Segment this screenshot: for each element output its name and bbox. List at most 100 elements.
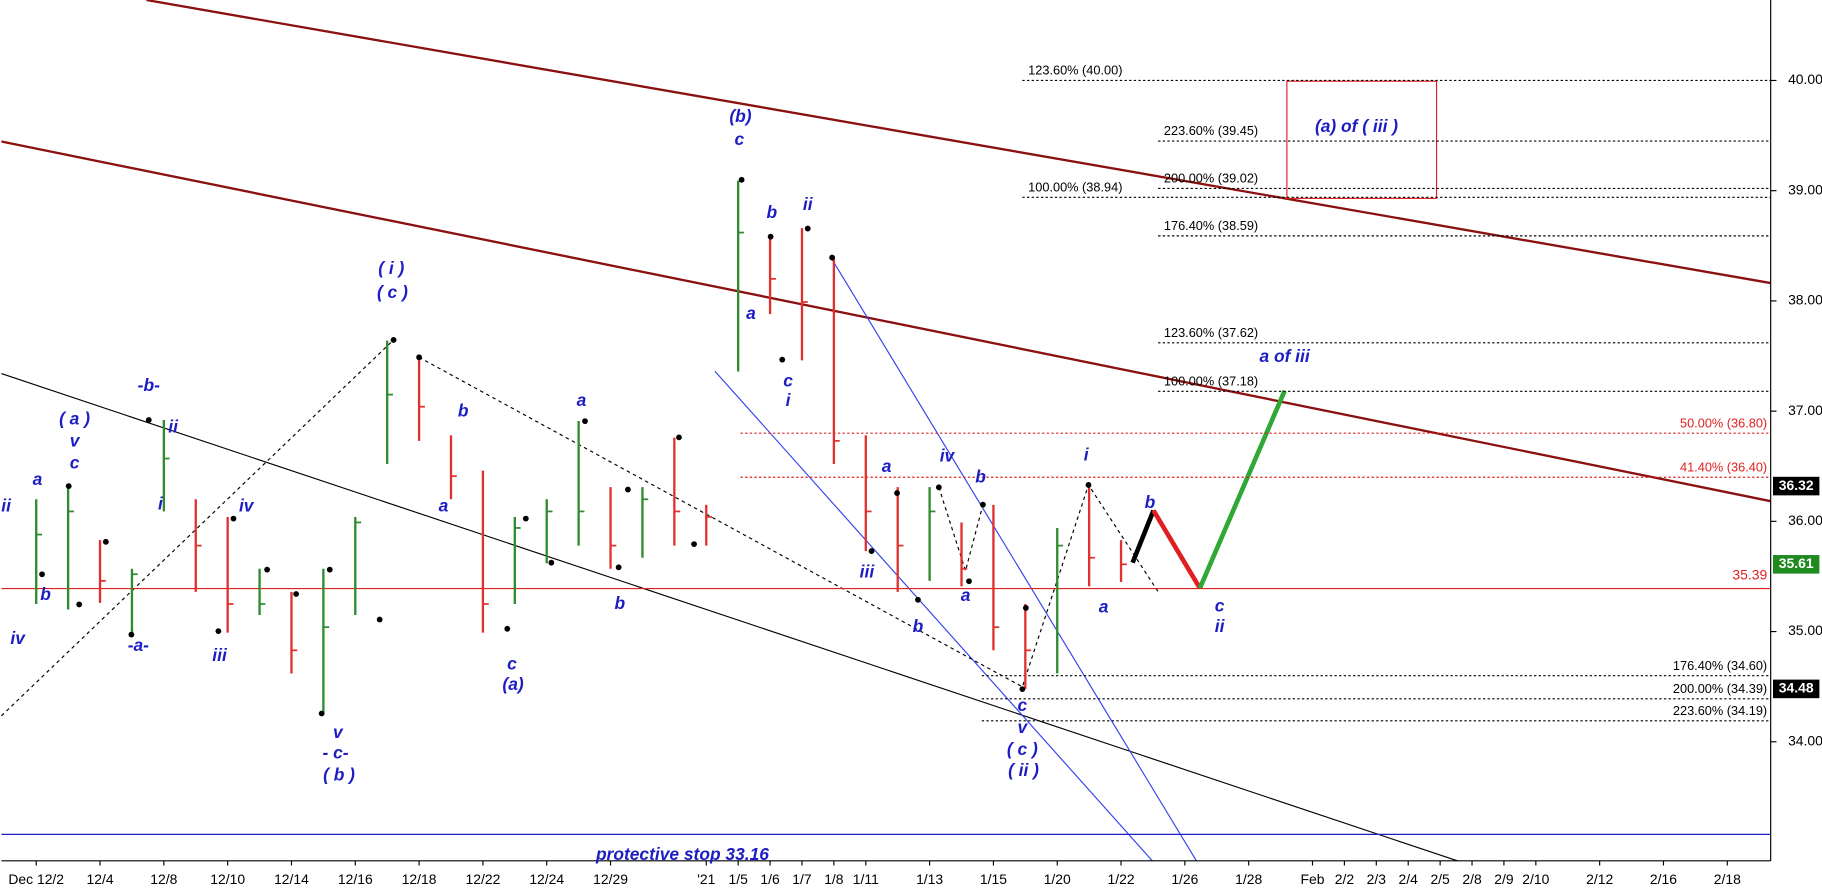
pivot-dot	[804, 225, 811, 232]
x-tick-label: 12/24	[529, 871, 564, 887]
pivot-dot	[1085, 482, 1092, 488]
wave-label: ( a )	[59, 409, 90, 429]
x-tick-label: 1/26	[1171, 871, 1198, 887]
x-tick-label: 1/11	[853, 871, 879, 887]
pivot-dot	[738, 176, 745, 183]
y-tick-label: 35.00	[1788, 622, 1822, 638]
pivot-dot	[676, 434, 682, 441]
price-tag	[1772, 555, 1820, 574]
x-tick-label: Dec 12/2	[8, 871, 64, 887]
wave-label: b	[458, 400, 469, 420]
pivot-dot	[779, 356, 786, 363]
x-tick-label: '21	[697, 871, 715, 887]
x-tick-label: 1/15	[980, 871, 1007, 887]
pivot-dot	[376, 616, 383, 623]
x-tick-label: 2/10	[1522, 871, 1549, 887]
pivot-dot	[293, 591, 300, 597]
pivot-dot	[915, 596, 921, 603]
x-tick-label: 12/8	[150, 871, 177, 887]
wave-label: ii	[1, 496, 12, 516]
projection	[1197, 390, 1287, 590]
wave-label: b	[1145, 492, 1156, 512]
wave-label: iv	[940, 446, 956, 466]
support-label: 35.39	[1732, 566, 1767, 582]
wave-label: b	[766, 202, 777, 222]
x-tick-label: 2/2	[1335, 871, 1355, 887]
wave-label: ( c )	[1007, 739, 1038, 759]
wave-label: c	[507, 653, 517, 673]
x-tick-label: 12/16	[338, 871, 373, 887]
pivot-dot	[625, 486, 631, 493]
wave-label: -a-	[128, 635, 149, 655]
wave-link	[1, 339, 394, 717]
projection	[1130, 509, 1156, 564]
pivot-dot	[980, 501, 986, 508]
wave-label: a	[961, 585, 971, 605]
wave-label: b	[913, 616, 924, 636]
wave-label: ii	[168, 417, 179, 437]
fib-label: 123.60% (40.00)	[1028, 63, 1122, 78]
x-tick-label: 1/22	[1108, 871, 1135, 887]
fib-label: 223.60% (34.19)	[1673, 703, 1767, 718]
pivot-dot	[1019, 686, 1026, 693]
price-tag-label: 34.48	[1779, 680, 1814, 696]
pivot-dot	[145, 417, 152, 423]
wave-label: c	[783, 370, 793, 390]
y-tick-label: 36.00	[1788, 512, 1822, 528]
y-tick-label: 38.00	[1788, 292, 1822, 308]
pivot-dot	[894, 490, 900, 496]
fib-label: 176.40% (34.60)	[1673, 658, 1767, 673]
x-tick-label: 2/8	[1462, 871, 1482, 887]
x-tick-label: 1/13	[916, 871, 943, 887]
pivot-dot	[230, 515, 237, 522]
pivot-dot	[615, 564, 622, 571]
x-tick-label: 1/5	[728, 871, 748, 887]
wave-label: i	[1084, 445, 1090, 465]
projection	[1151, 509, 1202, 590]
wave-label: i	[786, 390, 792, 410]
pivot-dot	[691, 541, 697, 548]
wave-label: iii	[860, 562, 876, 582]
wave-label: a	[746, 303, 756, 323]
x-tick-label: 1/28	[1235, 871, 1262, 887]
wave-label: b	[614, 593, 625, 613]
price-tag-label: 36.32	[1779, 477, 1814, 493]
wave-label: c	[1018, 695, 1028, 715]
wave-label: a	[577, 390, 587, 410]
y-tick-label: 34.00	[1788, 732, 1822, 748]
x-tick-label: 1/7	[792, 871, 812, 887]
fib-label: 100.00% (38.94)	[1028, 179, 1122, 194]
wave-label: a	[33, 469, 43, 489]
wave-label: c	[1215, 595, 1225, 615]
x-tick-label: 12/14	[274, 871, 309, 887]
fib-label: 200.00% (34.39)	[1673, 681, 1767, 696]
pivot-dot	[128, 631, 135, 638]
pivot-dot	[767, 233, 774, 240]
pivot-dot	[504, 625, 511, 632]
wave-label: a	[882, 456, 892, 476]
fib-label: 200.00% (39.02)	[1164, 171, 1258, 186]
x-tick-label: 2/4	[1399, 871, 1419, 887]
x-tick-label: 1/6	[760, 871, 780, 887]
x-tick-label: 12/10	[210, 871, 245, 887]
y-tick-label: 37.00	[1788, 402, 1822, 418]
wave-label: (b)	[729, 106, 751, 126]
pivot-dot	[215, 628, 222, 635]
price-tag	[1772, 476, 1820, 496]
x-tick-label: 1/8	[824, 871, 844, 887]
wave-label: c	[70, 453, 80, 473]
wave-label: b	[975, 467, 986, 487]
pivot-dot	[102, 538, 109, 545]
wave-label: a of iii	[1259, 346, 1310, 366]
wave-label: iv	[10, 628, 26, 648]
fib-label: 123.60% (37.62)	[1164, 325, 1258, 340]
wave-label: ( c )	[377, 282, 408, 302]
fib-label: 41.40% (36.40)	[1680, 459, 1767, 474]
pivot-dot	[76, 601, 83, 608]
wave-label: ( b )	[323, 765, 355, 785]
x-tick-label: 2/3	[1367, 871, 1387, 887]
target-box	[1286, 80, 1438, 199]
annotations	[1, 0, 1772, 862]
